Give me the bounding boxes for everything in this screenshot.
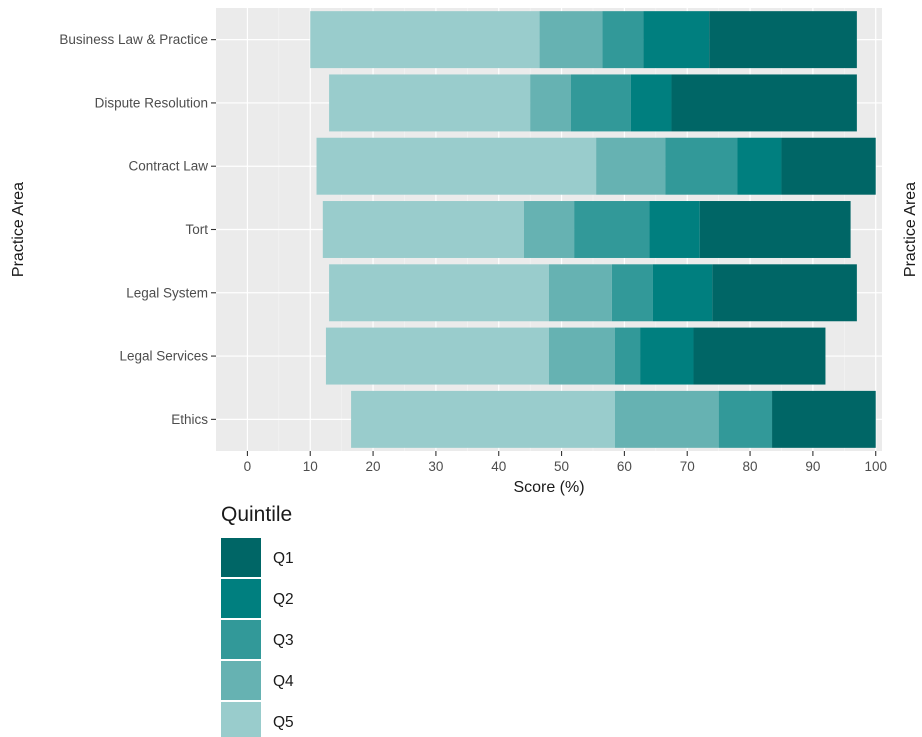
legend-key-q3 [221,620,261,659]
x-tick-label: 30 [428,459,443,474]
bar-q5 [329,264,549,322]
bar-q4 [523,201,575,258]
bar-q5 [322,201,524,258]
x-tick-label: 40 [491,459,506,474]
y-tick-label: Tort [185,222,208,237]
bar-q4 [549,264,612,322]
bar-q3 [602,11,644,69]
legend-label: Q2 [273,591,294,608]
legend-key-q1 [221,538,261,577]
y-tick-label: Legal Services [119,349,208,364]
bar-q4 [549,327,615,385]
bar-q1 [781,137,876,195]
x-axis: 0 10 20 30 40 50 60 70 80 90 100 [244,451,887,474]
bar-q5 [316,137,597,195]
legend-title: Quintile [221,503,292,526]
bar-q2 [630,74,672,132]
legend-label: Q4 [273,673,294,690]
y-axis-title: Practice Area [10,182,27,277]
bar-stacks [310,11,876,448]
y-tick-label: Dispute Resolution [95,95,208,110]
x-tick-label: 100 [864,459,887,474]
legend-key-q2 [221,579,261,618]
y-tick-label: Legal System [126,285,208,300]
x-tick-label: 80 [743,459,758,474]
y-axis: Business Law & Practice Dispute Resolutio… [59,32,216,427]
y-axis-title-right: Practice Area [902,182,919,277]
bar-q1 [699,201,851,258]
bar-q2 [652,264,713,322]
legend-key-q5 [221,702,261,737]
bar-q3 [614,327,641,385]
bar-q1 [772,390,876,448]
legend-key-q4 [221,661,261,700]
legend: Quintile Q1 Q2 Q3 Q4 Q5 [221,503,294,737]
bar-q4 [530,74,571,132]
bar-q3 [718,390,773,448]
x-tick-label: 50 [554,459,569,474]
bar-q1 [671,74,857,132]
bar-q5 [310,11,540,69]
bar-q5 [325,327,549,385]
bar-q2 [640,327,694,385]
bar-q3 [665,137,738,195]
x-tick-label: 90 [805,459,820,474]
bar-q1 [693,327,826,385]
bar-q4 [614,390,719,448]
bar-q4 [539,11,603,69]
bar-q1 [712,264,857,322]
y-tick-label: Ethics [171,412,208,427]
bar-q5 [329,74,531,132]
x-tick-label: 0 [244,459,252,474]
bar-q2 [737,137,782,195]
bar-q3 [570,74,631,132]
bar-q4 [596,137,666,195]
x-axis-title: Score (%) [513,479,584,496]
bar-q2 [643,11,710,69]
legend-label: Q5 [273,714,294,731]
x-tick-label: 10 [303,459,318,474]
bar-q2 [649,201,700,258]
bar-q3 [574,201,650,258]
bar-q1 [709,11,857,69]
bar-q5 [351,390,615,448]
y-tick-label: Contract Law [128,159,208,174]
x-tick-label: 60 [617,459,632,474]
x-tick-label: 70 [680,459,695,474]
legend-label: Q1 [273,550,294,567]
x-tick-label: 20 [366,459,381,474]
bar-q3 [611,264,653,322]
legend-label: Q3 [273,632,294,649]
y-tick-label: Business Law & Practice [59,32,208,47]
